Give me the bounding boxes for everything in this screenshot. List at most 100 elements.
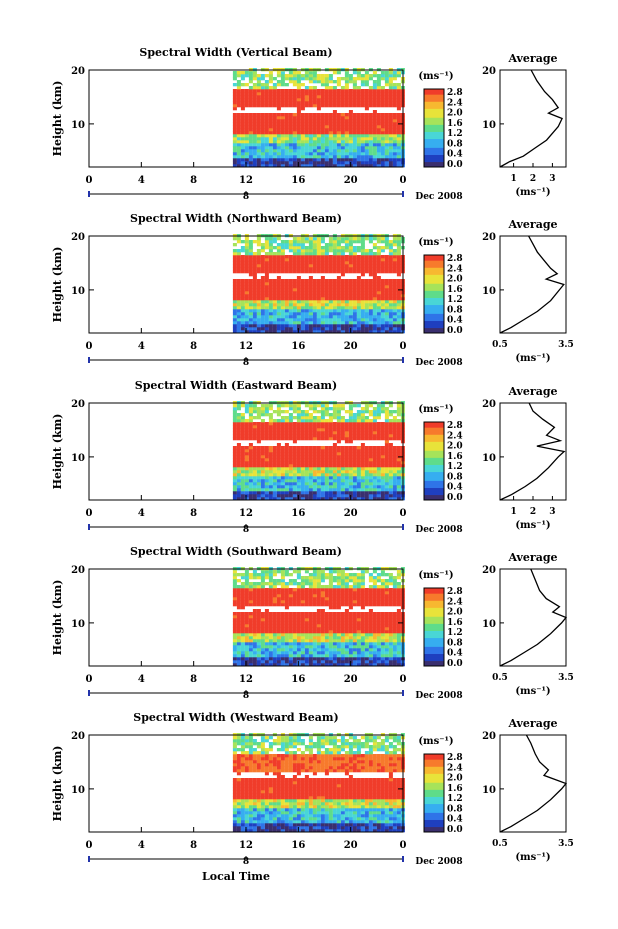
heatmap-cell [340, 437, 345, 441]
heatmap-cell [292, 113, 297, 117]
heatmap-cell [280, 488, 285, 492]
heatmap-cell [380, 125, 385, 129]
heatmap-cell [392, 651, 397, 655]
heatmap-cell [328, 612, 333, 616]
heatmap-cell [232, 470, 237, 474]
heatmap-cell [376, 636, 381, 640]
x-tick-label: 20 [344, 508, 358, 519]
heatmap-cell [344, 618, 349, 622]
heatmap-cell [340, 300, 345, 304]
heatmap-cell [292, 119, 297, 123]
heatmap-cell [308, 651, 313, 655]
heatmap-cell [368, 446, 373, 450]
heatmap-cell [320, 603, 325, 607]
heatmap-cell [272, 279, 277, 283]
heatmap-cell [236, 458, 241, 462]
heatmap-cell [232, 74, 237, 78]
heatmap-cell [272, 488, 277, 492]
heatmap-cell [276, 261, 281, 265]
heatmap-cell [312, 309, 317, 313]
x-tick-label: 8 [190, 175, 197, 186]
heatmap-cell [388, 161, 393, 165]
heatmap-cell [336, 624, 341, 628]
heatmap-cell [324, 485, 329, 489]
heatmap-cell [348, 77, 353, 81]
heatmap-cell [344, 410, 349, 414]
heatmap-cell [320, 660, 325, 664]
heatmap-cell [264, 422, 269, 426]
heatmap-cell [332, 327, 337, 331]
heatmap-cell [344, 627, 349, 631]
heatmap-cell [288, 654, 293, 658]
heatmap-cell [292, 237, 297, 241]
heatmap-cell [352, 312, 357, 316]
heatmap-cell [284, 458, 289, 462]
heatmap-cell [384, 89, 389, 93]
heatmap-cell [280, 470, 285, 474]
heatmap-cell [320, 122, 325, 126]
heatmap-cell [320, 276, 325, 280]
heatmap-cell [268, 330, 273, 334]
heatmap-cell [316, 161, 321, 165]
heatmap-cell [288, 74, 293, 78]
heatmap-cell [352, 446, 357, 450]
heatmap-cell [368, 86, 373, 90]
heatmap-cell [328, 627, 333, 631]
heatmap-cell [360, 294, 365, 298]
heatmap-cell [372, 276, 377, 280]
heatmap-cell [264, 437, 269, 441]
heatmap-cell [296, 470, 301, 474]
heatmap-cell [264, 482, 269, 486]
heatmap-cell [392, 464, 397, 468]
heatmap-cell [340, 476, 345, 480]
heatmap-cell [268, 404, 273, 408]
heatmap-cell [360, 407, 365, 411]
heatmap-cell [280, 161, 285, 165]
heatmap-cell [304, 71, 309, 75]
heatmap-cell [252, 288, 257, 292]
heatmap-cell [244, 482, 249, 486]
heatmap-cell [380, 452, 385, 456]
heatmap-cell [252, 645, 257, 649]
heatmap-cell [280, 158, 285, 162]
heatmap-cell [388, 249, 393, 253]
heatmap-cell [344, 476, 349, 480]
heatmap-cell [360, 419, 365, 423]
heatmap-cell [380, 146, 385, 150]
heatmap-cell [300, 627, 305, 631]
heatmap-cell [336, 137, 341, 141]
heatmap-cell [336, 473, 341, 477]
heatmap-cell [296, 80, 301, 84]
heatmap-cell [292, 143, 297, 147]
heatmap-cell [372, 467, 377, 471]
heatmap-cell [248, 630, 253, 634]
heatmap-cell [324, 270, 329, 274]
colorbar-swatch [424, 322, 444, 325]
heatmap-cell [344, 297, 349, 301]
heatmap-cell [276, 497, 281, 501]
heatmap-cell [232, 267, 237, 271]
heatmap-cell [340, 116, 345, 120]
heatmap-cell [244, 300, 249, 304]
heatmap-cell [388, 240, 393, 244]
heatmap-cell [236, 431, 241, 435]
heatmap-cell [348, 122, 353, 126]
heatmap-cell [340, 249, 345, 253]
heatmap-cell [352, 294, 357, 298]
heatmap-cell [388, 128, 393, 132]
heatmap-cell [240, 327, 245, 331]
heatmap-cell [364, 419, 369, 423]
heatmap-cell [276, 285, 281, 289]
heatmap-cell [336, 267, 341, 271]
heatmap-cell [360, 660, 365, 664]
heatmap-cell [256, 116, 261, 120]
heatmap-cell [368, 134, 373, 138]
heatmap-cell [256, 125, 261, 129]
heatmap-cell [368, 312, 373, 316]
heatmap-cell [276, 291, 281, 295]
heatmap-cell [356, 425, 361, 429]
heatmap-cell [312, 128, 317, 132]
heatmap-cell [332, 603, 337, 607]
heatmap-cell [316, 291, 321, 295]
heatmap-cell [360, 657, 365, 661]
